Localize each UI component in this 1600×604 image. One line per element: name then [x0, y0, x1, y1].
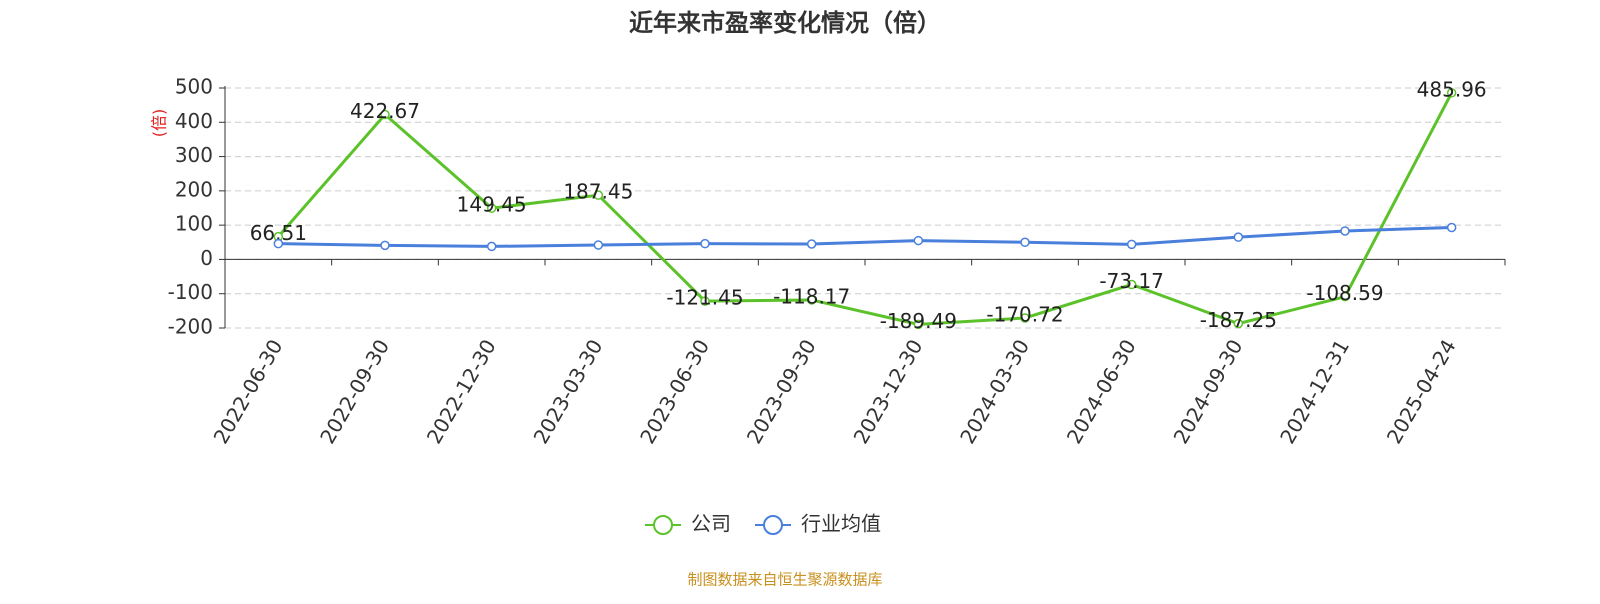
legend-marker [763, 515, 783, 535]
data-point [700, 296, 710, 306]
x-tick-label: 2024-09-30 [1169, 335, 1248, 448]
data-label: 187.45 [563, 180, 633, 204]
data-point [806, 239, 817, 249]
y-tick-label: 0 [200, 246, 213, 270]
data-label: 149.45 [457, 193, 527, 217]
data-point [806, 295, 817, 305]
data-point [486, 203, 497, 213]
data-point [1446, 222, 1457, 233]
legend-label: 行业均值 [801, 512, 881, 536]
legend-marker [653, 515, 673, 535]
data-label: -73.17 [1099, 269, 1163, 293]
y-tick-label: 100 [175, 212, 213, 236]
data-point [593, 240, 604, 250]
data-point [273, 238, 284, 249]
y-tick-label: 200 [175, 177, 213, 201]
series-line [277, 92, 1453, 326]
y-tick-label: 500 [175, 75, 213, 99]
data-point [1233, 232, 1244, 242]
data-label: -108.59 [1306, 281, 1383, 305]
data-point [1020, 313, 1030, 323]
x-tick-label: 2023-06-30 [635, 335, 714, 448]
data-label: -118.17 [773, 284, 850, 308]
y-axis-label: (倍) [150, 109, 169, 138]
data-point [1233, 318, 1244, 329]
x-tick-label: 2022-06-30 [209, 335, 288, 448]
data-label: -187.25 [1200, 308, 1277, 332]
x-tick-label: 2023-12-30 [849, 335, 928, 448]
x-tick-label: 2023-09-30 [742, 335, 821, 448]
data-point [1340, 226, 1350, 236]
data-point [380, 240, 390, 251]
x-tick-label: 2024-03-30 [955, 335, 1034, 448]
source-note: 制图数据来自恒生聚源数据库 [687, 571, 882, 589]
x-tick-label: 2024-06-30 [1062, 335, 1141, 448]
y-tick-label: -100 [168, 280, 213, 304]
data-label: 485.96 [1417, 77, 1487, 101]
legend-label: 公司 [691, 512, 731, 536]
data-label: -121.45 [666, 286, 743, 310]
y-tick-label: 300 [175, 143, 213, 167]
series-line [278, 226, 1452, 248]
data-point [380, 109, 390, 120]
data-point [1340, 291, 1350, 302]
y-tick-label: -200 [168, 315, 213, 339]
x-tick-label: 2024-12-31 [1275, 335, 1354, 448]
x-tick-label: 2025-04-24 [1382, 335, 1461, 448]
data-point [593, 190, 604, 200]
data-label: -170.72 [986, 302, 1063, 326]
data-label: -189.49 [880, 309, 957, 333]
x-tick-label: 2022-09-30 [315, 335, 394, 448]
data-point [1446, 88, 1457, 98]
data-point [913, 235, 924, 246]
data-point [486, 241, 497, 252]
data-point [1020, 237, 1030, 248]
x-tick-label: 2022-12-30 [422, 335, 501, 448]
data-point [1126, 239, 1137, 250]
x-tick-label: 2023-03-30 [529, 335, 608, 448]
chart-title: 近年来市盈率变化情况（倍） [629, 9, 941, 37]
data-point [1126, 279, 1137, 290]
data-point [700, 238, 710, 249]
y-tick-label: 400 [175, 109, 213, 133]
data-point [913, 319, 924, 330]
data-label: 422.67 [350, 99, 420, 123]
